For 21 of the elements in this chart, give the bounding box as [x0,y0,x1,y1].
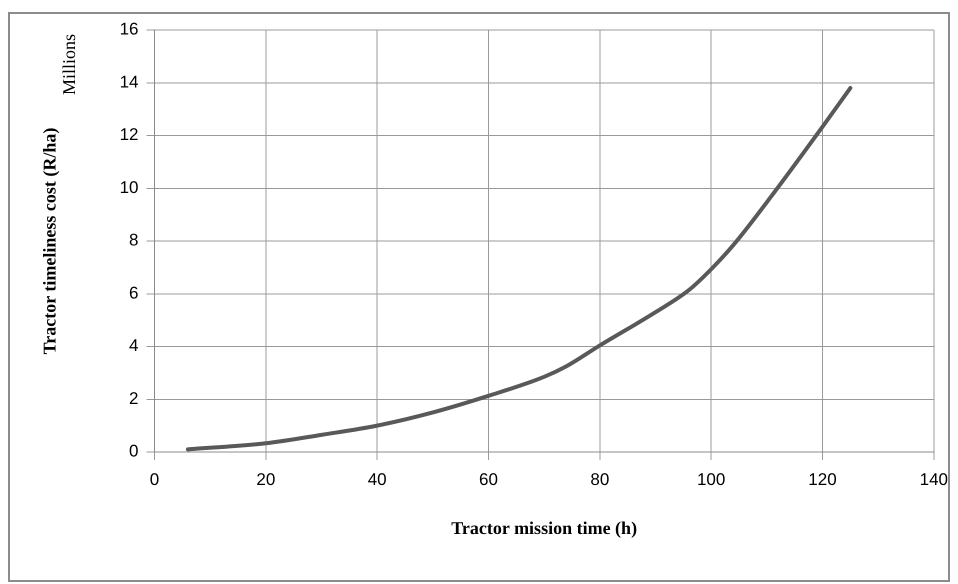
x-tick-label: 80 [590,470,610,489]
x-tick-label: 0 [150,470,160,489]
x-tick-label: 100 [696,470,726,489]
y-tick-label: 8 [129,230,139,250]
x-tick-label: 20 [256,470,276,489]
y-tick-label: 14 [120,72,139,92]
x-tick-label: 140 [920,470,948,489]
x-axis-title: Tractor mission time (h) [451,518,638,538]
line-series [186,86,852,452]
y-tick-label: 4 [129,336,139,356]
y-tick-label: 2 [129,388,139,408]
x-tick-label: 60 [479,470,498,489]
y-tick-label: 16 [120,20,139,39]
x-tick-label: 40 [368,470,387,489]
x-tick-label: 120 [808,470,837,489]
y-tick-label: 10 [120,178,139,197]
y-tick-label: 6 [129,283,139,302]
y-tick-label: 12 [120,125,139,144]
y-axis-title: Tractor timeliness cost (R/ha) [39,128,60,354]
y-tick-label: 0 [129,442,139,461]
text: Millions [59,34,80,96]
